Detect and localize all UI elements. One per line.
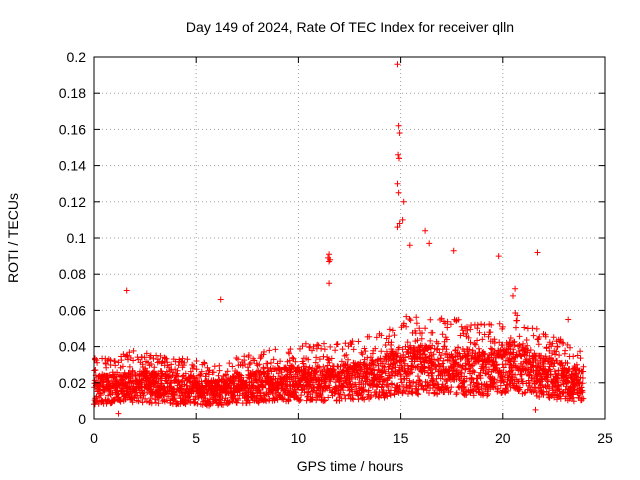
y-tick-label: 0.14 — [59, 158, 86, 174]
x-tick-label: 20 — [495, 430, 511, 446]
x-tick-label: 0 — [90, 430, 98, 446]
x-axis-label: GPS time / hours — [297, 458, 404, 474]
chart-title: Day 149 of 2024, Rate Of TEC Index for r… — [186, 19, 514, 35]
y-tick-label: 0 — [78, 411, 86, 427]
roti-series-markers — [91, 61, 587, 417]
y-tick-label: 0.04 — [59, 339, 86, 355]
y-tick-label: 0.06 — [59, 302, 86, 318]
axis-ticks: 0 0.02 0.04 0.06 0.08 0.1 0.12 0.14 0.16 0.18 0.2 0… — [59, 49, 613, 446]
grid — [94, 57, 605, 419]
y-tick-label: 0.02 — [59, 375, 86, 391]
y-axis-label: ROTI / TECUs — [5, 193, 21, 283]
y-tick-label: 0.16 — [59, 121, 86, 137]
y-tick-label: 0.2 — [67, 49, 87, 65]
data-points — [91, 61, 587, 417]
x-tick-label: 15 — [393, 430, 409, 446]
y-tick-label: 0.08 — [59, 266, 86, 282]
plot-frame — [93, 56, 606, 420]
y-tick-label: 0.18 — [59, 85, 86, 101]
y-tick-label: 0.12 — [59, 194, 86, 210]
y-tick-label: 0.1 — [67, 230, 87, 246]
x-tick-label: 10 — [291, 430, 307, 446]
x-tick-label: 25 — [597, 430, 613, 446]
x-tick-label: 5 — [192, 430, 200, 446]
